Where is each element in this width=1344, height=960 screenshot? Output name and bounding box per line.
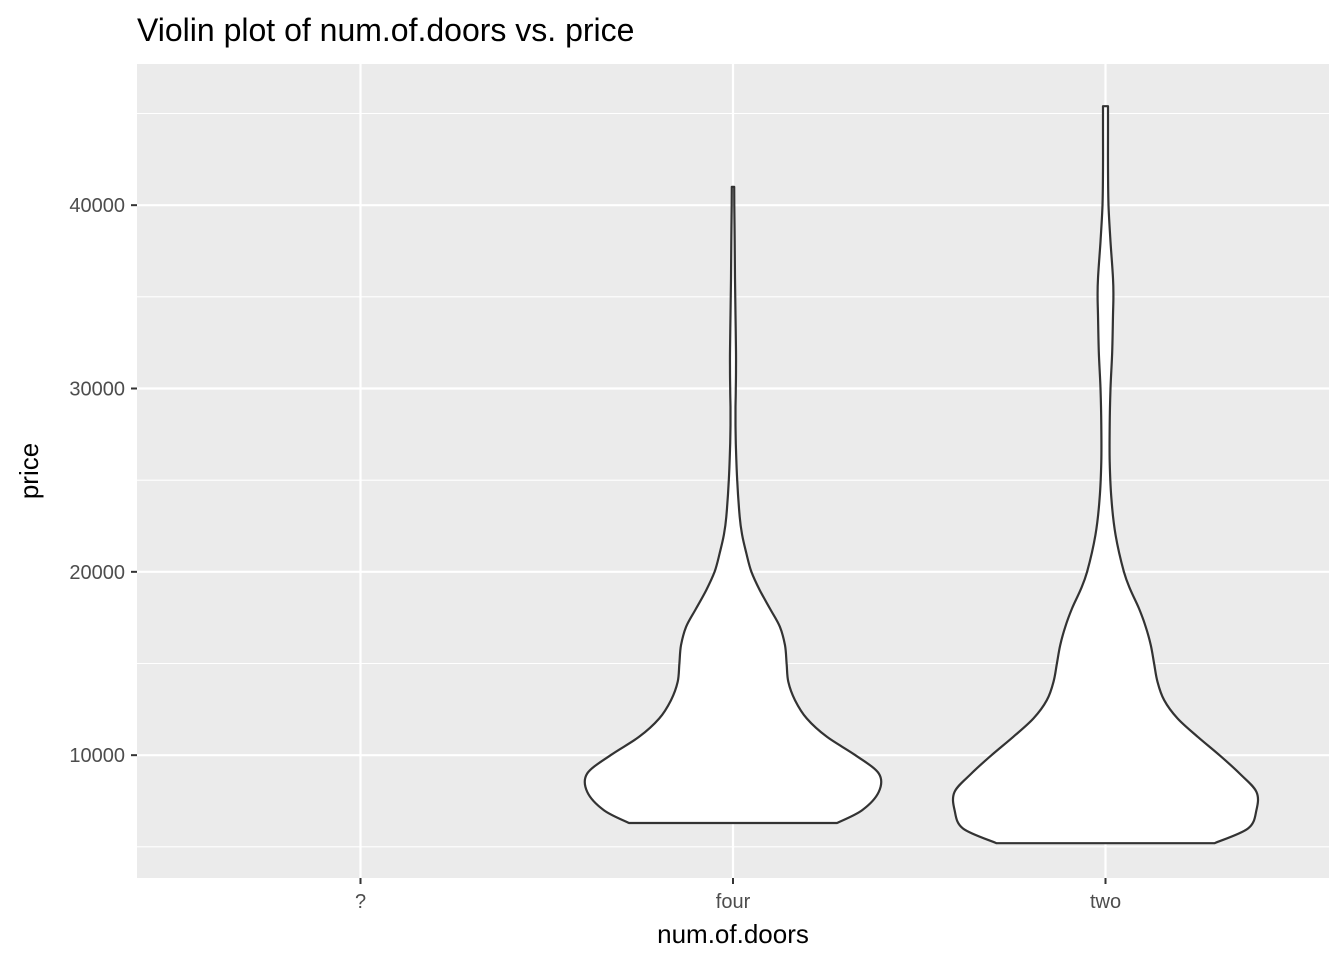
y-axis: 10000 20000 30000 40000 bbox=[69, 195, 137, 767]
chart-title: Violin plot of num.of.doors vs. price bbox=[137, 12, 634, 48]
x-tick-label: two bbox=[1090, 891, 1121, 913]
violin-four bbox=[583, 185, 883, 825]
violins bbox=[583, 105, 1260, 845]
y-tick-label: 40000 bbox=[69, 195, 125, 217]
x-tick-label: four bbox=[716, 891, 751, 913]
y-axis-title: price bbox=[14, 443, 44, 499]
y-tick-label: 10000 bbox=[69, 745, 125, 767]
violin-two bbox=[951, 105, 1260, 845]
x-tick-label: ? bbox=[355, 891, 366, 913]
x-axis: ? four two bbox=[355, 878, 1121, 913]
y-tick-label: 30000 bbox=[69, 379, 125, 401]
x-axis-title: num.of.doors bbox=[657, 919, 809, 949]
y-tick-label: 20000 bbox=[69, 562, 125, 584]
